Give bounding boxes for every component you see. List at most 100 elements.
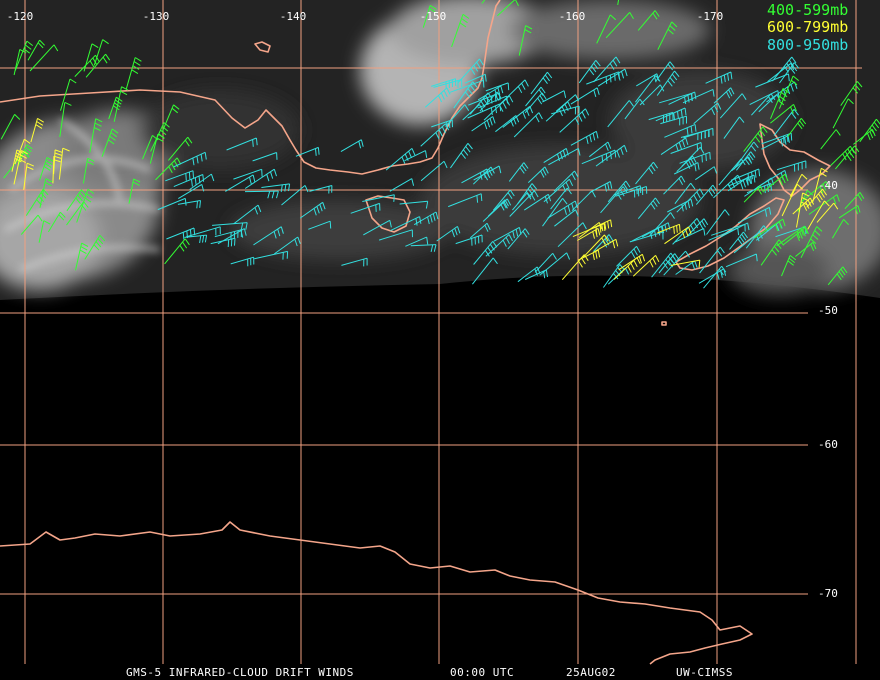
wind-barb-icon [20,214,43,235]
wind-barb-icon [674,228,706,243]
latitude-labels: -40 -50 -60 -70 [818,179,838,600]
wind-barb-icon [164,238,190,265]
wind-barb-icon [14,40,34,71]
wind-barb-icon [670,259,701,268]
wind-barb-icon [561,254,589,281]
wind-barb-icon [378,229,413,241]
wind-barb-icon [178,183,205,200]
footer-source: UW-CIMSS [676,666,733,679]
wind-barb-icon [405,236,429,247]
wind-barb-icon [723,116,745,139]
wind-barb-icon [254,250,289,260]
wind-barb-icon [471,116,496,132]
longitude-label: -120 [7,10,34,23]
wind-barb-icon [663,250,690,276]
wind-barb-icon [84,234,106,260]
wind-barb-icon [362,194,395,202]
wind-barb-icon [66,189,87,212]
longitude-label: -150 [420,10,447,23]
wind-barb-icon [295,146,320,157]
wind-barb-icon [436,225,461,242]
pressure-legend: 400-599mb 600-799mb 800-950mb [767,1,848,54]
wind-barb-icon [727,176,752,192]
wind-barb-icon [420,123,450,147]
wind-barb-icon [778,75,800,109]
wind-barb-icon [682,88,715,104]
wind-barb-icon [767,62,795,82]
wind-barb-icon [14,138,31,165]
wind-barb-icon [59,101,72,138]
wind-barb-icon [299,201,326,219]
wind-barb-icon [89,118,103,153]
wind-barb-icon [832,98,854,129]
wind-barb-icon [705,71,733,84]
longitude-labels: -120 -130 -140 -150 -160 -170 [7,10,724,23]
wind-barb-icon [593,56,621,83]
wind-barb-icon [29,44,59,72]
wind-barb-icon [763,173,789,192]
wind-barb-icon [173,151,207,168]
wind-barb-icon [173,174,205,188]
longitude-label: -140 [280,10,307,23]
new-caledonia-coastline [254,41,271,53]
wind-barb-icon [422,4,437,28]
wind-barb-icon [225,174,256,192]
longitude-label: -160 [559,10,586,23]
wind-barb-icon [161,104,180,132]
latitude-label: -60 [818,438,838,451]
wind-barb-icon [509,190,539,217]
wind-barb-icon [776,225,808,247]
island-coastline [661,321,667,326]
wind-barb-icon [624,98,645,120]
wind-barb-icon [830,145,855,166]
wind-barb-icon [635,161,659,185]
wind-barb-icon [615,186,648,198]
wind-barb-icon [128,178,141,204]
wind-barb-icon [781,255,797,277]
wind-barb-icon [617,0,620,5]
wind-barb-icon [481,0,486,4]
wind-barb-icon [672,218,702,245]
wind-barb-icon [142,135,159,160]
wind-barb-icon [648,212,675,237]
wind-barb-icon [695,184,718,205]
wind-barb-icon [592,238,619,253]
wind-barb-icon [635,75,661,103]
wind-barbs [0,0,880,289]
wind-barb-icon [189,173,215,190]
wind-barb-icon [150,122,170,152]
wind-barb-icon [597,68,628,87]
wind-barb-icon [525,86,546,107]
wind-barb-icon [155,157,182,181]
wind-barb-icon [637,197,660,220]
wind-barb-icon [648,111,674,123]
wind-barb-icon [632,255,660,277]
wind-barb-icon [66,201,89,226]
wind-barb-icon [93,39,109,66]
wind-barb-icon [448,193,483,208]
wind-barb-icon [698,268,727,284]
wind-barb-icon [796,192,810,228]
wind-barb-icon [600,186,628,214]
wind-barb-icon [483,95,514,121]
wind-barb-icon [13,48,27,76]
wind-barb-icon [340,139,364,153]
wind-barb-icon [281,185,309,206]
wind-barb-icon [53,149,63,175]
wind-barb-icon [667,198,694,213]
wind-barb-icon [410,244,437,253]
wind-barb-icon [75,242,89,271]
wind-barb-icon [125,57,142,90]
wind-barb-icon [755,73,790,88]
new-zealand-north-coastline [759,123,831,197]
footer-date: 25AUG02 [566,666,616,679]
wind-barb-icon [404,150,428,162]
wind-barb-icon [607,100,634,128]
wind-barb-icon [543,147,569,164]
wind-barb-icon [749,90,780,106]
australia-coastline [0,0,501,175]
wind-barb-icon [157,197,187,211]
wind-barb-icon [508,162,529,182]
wind-barb-icon [539,252,571,276]
